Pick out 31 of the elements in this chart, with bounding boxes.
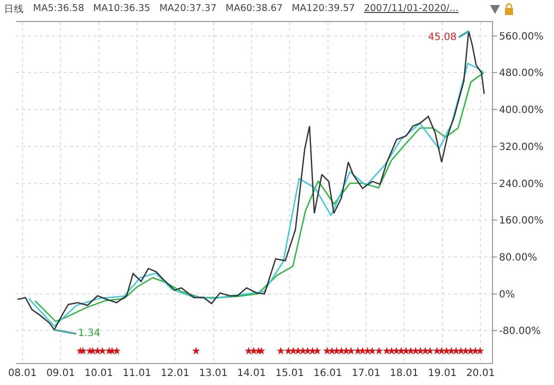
text: 2007/11/01-2020/... xyxy=(364,3,459,16)
x-tick-label: 12.01 xyxy=(160,368,190,379)
annotation: 45.08 xyxy=(428,32,457,43)
y-tick-label: 320.00% xyxy=(499,142,544,153)
text: MA60:38.67 xyxy=(226,3,283,16)
x-tick-label: 17.01 xyxy=(352,368,380,379)
x-tick-label: 14.01 xyxy=(237,368,266,379)
annotation: 1.34 xyxy=(78,328,100,339)
x-tick-label: 08.01 xyxy=(8,368,37,379)
y-tick-label: 480.00% xyxy=(499,68,544,80)
text: MA5:36.58 xyxy=(33,3,84,16)
y-tick-label: 0% xyxy=(499,289,515,300)
x-tick-label: 09.01 xyxy=(46,368,75,379)
text: MA10:36.35 xyxy=(93,3,150,16)
text: MA120:39.57 xyxy=(292,3,355,16)
text: 日线 xyxy=(4,3,24,16)
y-tick-label: 160.00% xyxy=(499,216,544,227)
x-tick-label: 16.01 xyxy=(313,368,342,379)
y-tick-label: 400.00% xyxy=(499,105,544,116)
x-tick-label: 13.01 xyxy=(199,368,228,379)
x-tick-label: 10.01 xyxy=(84,368,114,379)
x-tick-label: 20.01 xyxy=(466,368,495,379)
y-tick-label: -80.00% xyxy=(499,326,541,338)
x-tick-label: 18.01 xyxy=(390,368,419,379)
text: MA20:37.37 xyxy=(159,3,217,16)
x-tick-label: 15.01 xyxy=(275,368,304,379)
x-tick-label: 11.01 xyxy=(122,368,152,379)
y-tick-label: 80.00% xyxy=(499,252,538,264)
y-tick-label: 240.00% xyxy=(499,178,544,190)
x-tick-label: 19.01 xyxy=(428,368,457,379)
y-tick-label: 560.00% xyxy=(499,31,544,42)
